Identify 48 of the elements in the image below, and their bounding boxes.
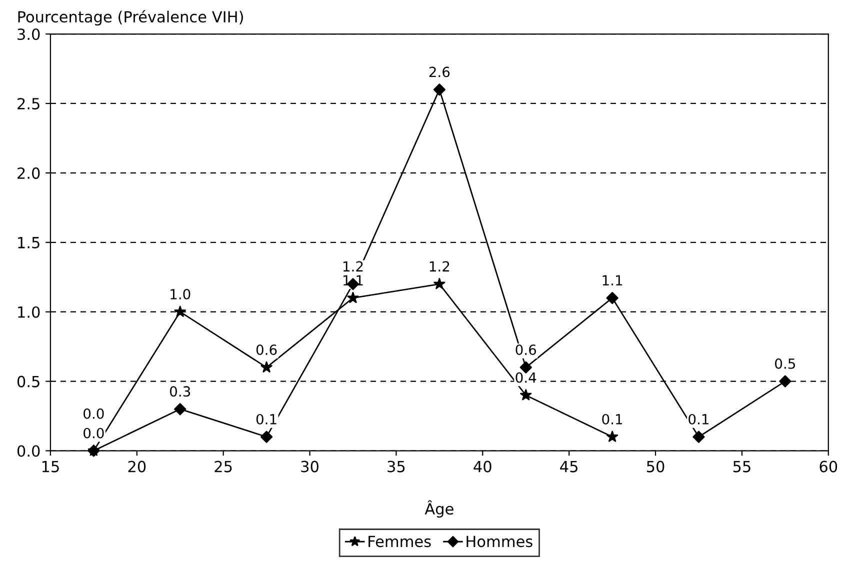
data-label: 1.2 — [430, 261, 450, 272]
data-label: 1.0 — [170, 288, 190, 300]
y-axis-title: Pourcentage (Prévalence VIH) — [18, 10, 243, 26]
data-label: 0.3 — [170, 386, 190, 397]
x-tick-label: 55 — [733, 460, 750, 472]
point — [606, 430, 618, 442]
point — [260, 361, 272, 372]
data-label: 0.6 — [256, 344, 277, 356]
x-tick-label: 20 — [128, 460, 146, 472]
data-label: 0.5 — [775, 358, 795, 369]
x-tick-label: 60 — [820, 460, 838, 472]
data-label: 1.2 — [343, 261, 363, 272]
y-tick-label: 0.0 — [17, 445, 40, 457]
point — [779, 375, 792, 388]
x-tick-label: 25 — [214, 460, 232, 472]
x-tick-label: 35 — [388, 460, 405, 472]
point — [174, 306, 186, 317]
y-tick-label: 0.5 — [17, 376, 40, 388]
point — [347, 292, 359, 304]
point — [692, 430, 705, 443]
legend-label: Hommes — [466, 536, 532, 548]
point — [520, 389, 532, 400]
y-tick-label: 2.5 — [18, 98, 40, 110]
point — [606, 292, 618, 304]
y-tick-label: 1.0 — [18, 306, 40, 318]
x-tick-label: 45 — [560, 460, 578, 472]
x-tick-label: 50 — [646, 460, 664, 472]
x-tick-label: 30 — [301, 460, 318, 472]
y-tick-label: 1.5 — [18, 237, 40, 248]
data-label: 2.6 — [429, 66, 450, 78]
data-label: 0.4 — [516, 372, 536, 383]
legend-label: Femmes — [368, 536, 431, 548]
x-axis-title: Âge — [424, 500, 454, 518]
data-label: 0.1 — [256, 414, 276, 424]
point — [260, 430, 273, 443]
x-tick-label: 40 — [474, 460, 492, 472]
data-label: 0.1 — [688, 414, 708, 424]
data-label: 1.1 — [602, 275, 622, 286]
y-tick-label: 3.0 — [18, 28, 40, 40]
point — [174, 403, 186, 416]
data-label: 0.6 — [516, 344, 536, 356]
data-label: 0.0 — [84, 428, 104, 438]
point — [434, 278, 446, 290]
y-tick-label: 2.0 — [18, 167, 40, 179]
point — [433, 84, 446, 96]
data-label: 0.0 — [84, 408, 104, 419]
data-label: 0.1 — [602, 414, 622, 424]
x-tick-label: 15 — [42, 460, 59, 472]
